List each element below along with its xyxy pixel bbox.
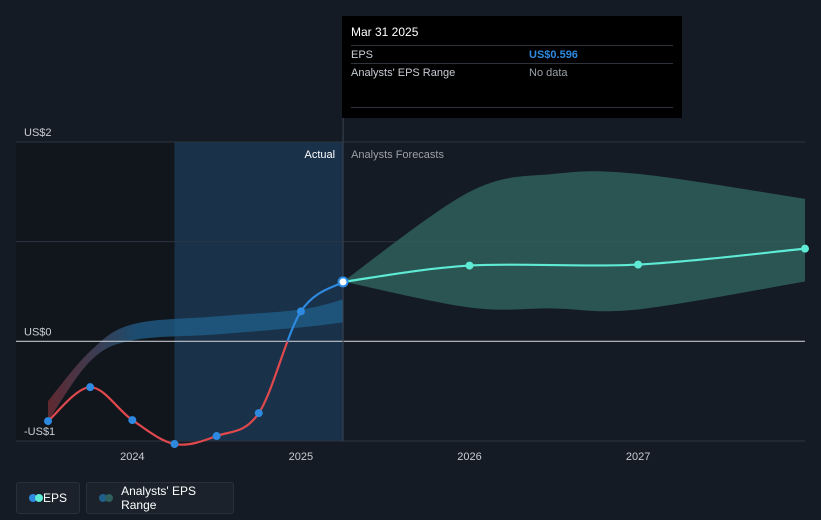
eps-forecast-point [801, 244, 809, 253]
eps-actual-point [170, 439, 179, 448]
actual-region-label: Actual [304, 149, 335, 161]
y-tick-label: US$0 [24, 326, 52, 338]
tooltip-range-value: No data [529, 66, 568, 79]
tooltip-row-range: Analysts' EPS Range No data [351, 63, 673, 81]
x-tick-label: 2024 [120, 451, 144, 463]
y-tick-label: -US$1 [24, 426, 55, 438]
tooltip-eps-value: US$0.596 [529, 48, 578, 61]
tooltip-footer-divider [351, 107, 673, 108]
eps-forecast-line [342, 247, 806, 284]
tooltip-row-eps: EPS US$0.596 [351, 45, 673, 63]
tooltip-date: Mar 31 2025 [351, 25, 419, 39]
forecast-region-label: Analysts Forecasts [351, 149, 444, 161]
x-tick-label: 2027 [626, 451, 650, 463]
eps-range-legend-icon [99, 494, 113, 502]
x-tick-label: 2025 [289, 451, 313, 463]
legend-item-eps-range[interactable]: Analysts' EPS Range [86, 482, 234, 514]
eps-dot-forecast [35, 494, 43, 502]
actual-region-highlight [174, 142, 344, 441]
tooltip: Mar 31 2025 EPS US$0.596 Analysts' EPS R… [342, 16, 682, 118]
y-tick-label: US$2 [24, 127, 52, 139]
range-dot-past [99, 494, 107, 502]
eps-actual-point [44, 417, 53, 426]
eps-actual-point [212, 432, 221, 441]
legend-range-label: Analysts' EPS Range [121, 484, 197, 512]
eps-forecast-point [465, 261, 474, 270]
range-dot-forecast [105, 494, 113, 502]
eps-actual-line [47, 280, 344, 446]
eps-dot-actual [29, 494, 37, 502]
tooltip-eps-label: EPS [351, 48, 374, 61]
eps-forecast-point [634, 260, 643, 269]
x-tick-label: 2026 [457, 451, 481, 463]
eps-actual-point [296, 307, 305, 316]
past-eps-range-band [48, 299, 344, 422]
eps-actual-point-selected [337, 276, 349, 288]
eps-actual-point [128, 416, 137, 425]
legend-eps-label: EPS [42, 491, 67, 505]
legend-item-eps[interactable]: EPS [16, 482, 80, 514]
eps-actual-point [254, 409, 263, 418]
past-region-shade [16, 142, 175, 441]
tooltip-range-label: Analysts' EPS Range [351, 66, 456, 79]
eps-actual-point [86, 383, 95, 392]
eps-legend-icon [29, 494, 43, 502]
forecast-eps-range-band [343, 171, 805, 312]
